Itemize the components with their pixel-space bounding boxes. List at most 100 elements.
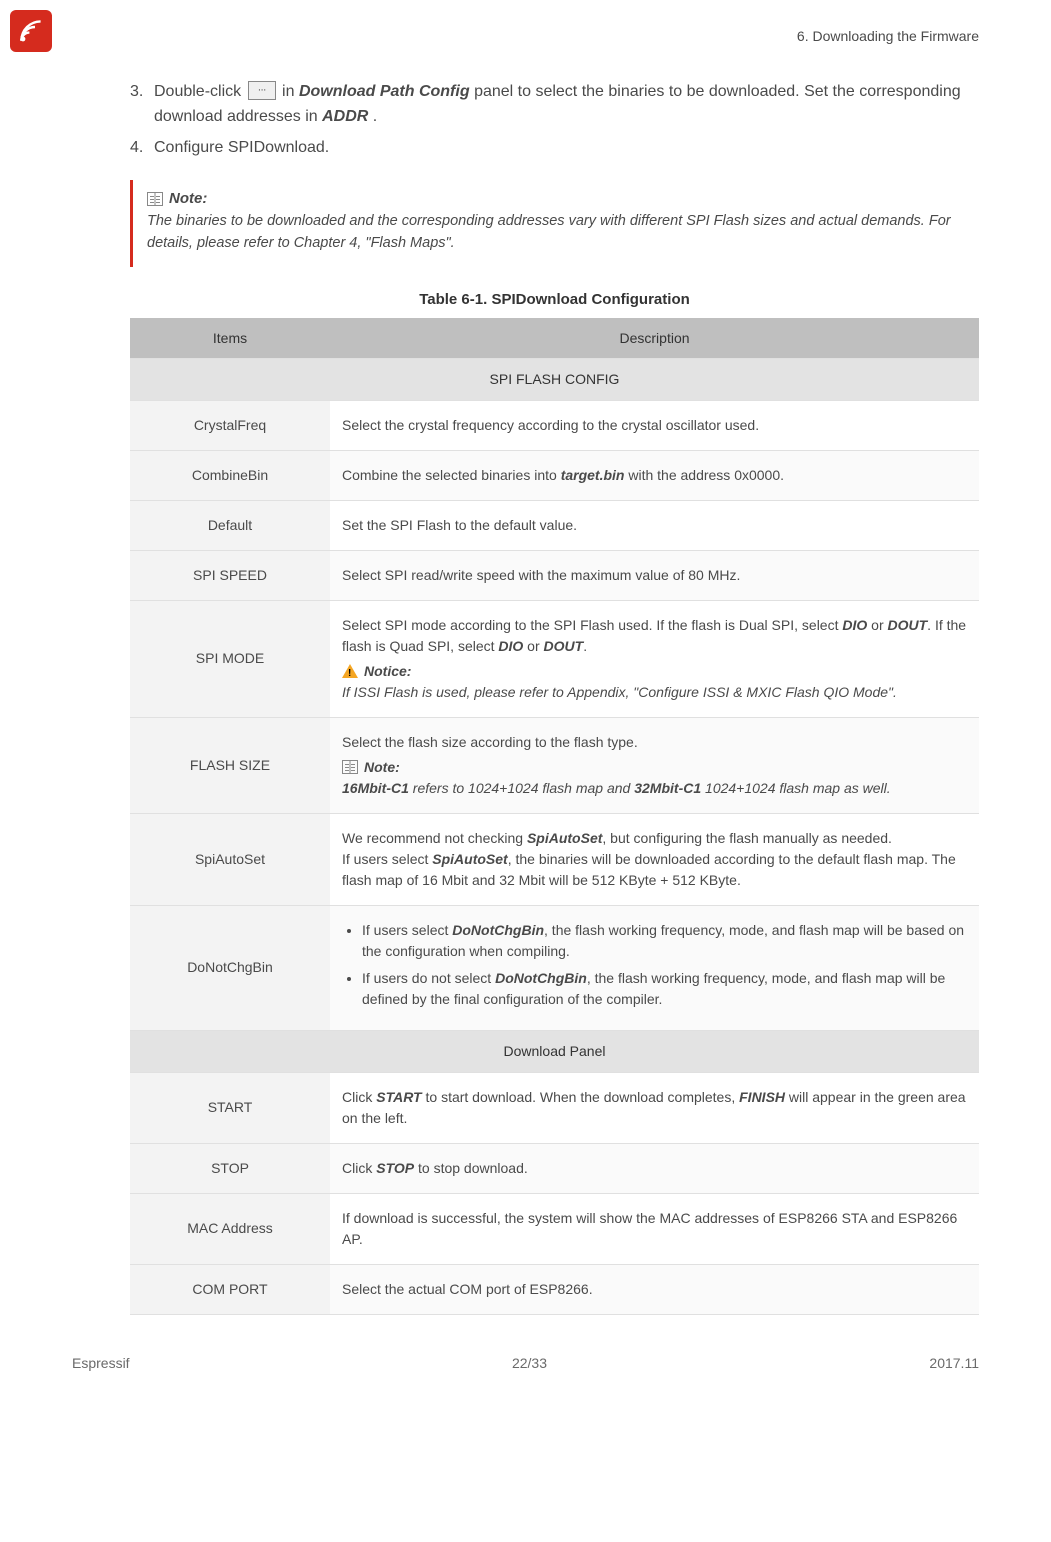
item: SPI SPEED xyxy=(130,550,330,600)
text: Select SPI mode according to the SPI Fla… xyxy=(342,617,842,633)
table-row: CombineBin Combine the selected binaries… xyxy=(130,450,979,500)
table-row: SPI MODE Select SPI mode according to th… xyxy=(130,600,979,717)
text: . xyxy=(373,108,377,125)
text: to start download. When the download com… xyxy=(422,1089,740,1105)
note-body: 16Mbit-C1 refers to 1024+1024 flash map … xyxy=(342,778,967,799)
desc: Select SPI mode according to the SPI Fla… xyxy=(330,600,979,717)
espressif-icon xyxy=(15,15,47,47)
bold: target.bin xyxy=(561,467,625,483)
bold: STOP xyxy=(376,1160,414,1176)
config-table: Items Description SPI FLASH CONFIG Cryst… xyxy=(130,318,979,1315)
bold: DOUT xyxy=(544,638,584,654)
step-num: 4. xyxy=(130,136,154,161)
browse-button-icon: ··· xyxy=(248,81,276,100)
desc: Select the crystal frequency according t… xyxy=(330,400,979,450)
desc: Combine the selected binaries into targe… xyxy=(330,450,979,500)
desc: Click START to start download. When the … xyxy=(330,1072,979,1143)
bold: 32Mbit-C1 xyxy=(634,780,701,796)
text: Combine the selected binaries into xyxy=(342,467,561,483)
footer-center: 22/33 xyxy=(512,1355,547,1371)
text: If users do not select xyxy=(362,970,495,986)
notice-label: Notice: xyxy=(342,661,967,682)
text: 1024+1024 flash map as well. xyxy=(701,780,891,796)
item: COM PORT xyxy=(130,1264,330,1314)
table-section: SPI FLASH CONFIG xyxy=(130,358,979,400)
item: MAC Address xyxy=(130,1193,330,1264)
table-row: FLASH SIZE Select the flash size accordi… xyxy=(130,717,979,813)
note-label: Note: xyxy=(147,190,979,207)
bold: DIO xyxy=(498,638,523,654)
page-footer: Espressif 22/33 2017.11 xyxy=(72,1355,979,1371)
table-caption: Table 6-1. SPIDownload Configuration xyxy=(130,291,979,308)
desc: Select the flash size according to the f… xyxy=(330,717,979,813)
step-4: 4. Configure SPIDownload. xyxy=(130,136,979,161)
list-item: If users select DoNotChgBin, the flash w… xyxy=(362,920,967,962)
text: Click xyxy=(342,1160,376,1176)
table-row: STOP Click STOP to stop download. xyxy=(130,1143,979,1193)
bold: DOUT xyxy=(888,617,928,633)
brand-logo xyxy=(10,10,52,52)
step-num: 3. xyxy=(130,80,154,130)
main-content: 3. Double-click ··· in Download Path Con… xyxy=(0,0,1051,1315)
text: Select the flash size according to the f… xyxy=(342,732,967,753)
item: SPI MODE xyxy=(130,600,330,717)
table-row: DoNotChgBin If users select DoNotChgBin,… xyxy=(130,905,979,1030)
text: If users select xyxy=(362,922,452,938)
text: or xyxy=(523,638,543,654)
desc: If download is successful, the system wi… xyxy=(330,1193,979,1264)
section-title: Download Panel xyxy=(130,1030,979,1072)
bold: DoNotChgBin xyxy=(452,922,544,938)
addr-label: ADDR xyxy=(322,108,368,125)
bold: START xyxy=(376,1089,421,1105)
panel-name: Download Path Config xyxy=(299,83,470,100)
step-body: Double-click ··· in Download Path Config… xyxy=(154,80,979,130)
note-text: The binaries to be downloaded and the co… xyxy=(147,211,979,255)
desc: We recommend not checking SpiAutoSet, bu… xyxy=(330,813,979,905)
note-label: Note: xyxy=(342,757,967,778)
text: Click xyxy=(342,1089,376,1105)
desc: Click STOP to stop download. xyxy=(330,1143,979,1193)
item: Default xyxy=(130,500,330,550)
table-row: START Click START to start download. Whe… xyxy=(130,1072,979,1143)
table-row: Default Set the SPI Flash to the default… xyxy=(130,500,979,550)
desc: Set the SPI Flash to the default value. xyxy=(330,500,979,550)
col-items: Items xyxy=(130,318,330,359)
col-desc: Description xyxy=(330,318,979,359)
bold: SpiAutoSet xyxy=(432,851,507,867)
table-row: MAC Address If download is successful, t… xyxy=(130,1193,979,1264)
section-header: 6. Downloading the Firmware xyxy=(797,28,979,44)
step-3: 3. Double-click ··· in Download Path Con… xyxy=(130,80,979,130)
table-row: SPI SPEED Select SPI read/write speed wi… xyxy=(130,550,979,600)
text: to stop download. xyxy=(414,1160,528,1176)
note-label-text: Note: xyxy=(364,757,400,778)
text: with the address 0x0000. xyxy=(624,467,784,483)
item: CombineBin xyxy=(130,450,330,500)
section-title: SPI FLASH CONFIG xyxy=(130,358,979,400)
table-row: SpiAutoSet We recommend not checking Spi… xyxy=(130,813,979,905)
notice-body: If ISSI Flash is used, please refer to A… xyxy=(342,682,967,703)
bold: DoNotChgBin xyxy=(495,970,587,986)
text: Double-click xyxy=(154,83,246,100)
text: If users select xyxy=(342,851,432,867)
notice-text: Notice: xyxy=(364,661,411,682)
item: START xyxy=(130,1072,330,1143)
book-icon xyxy=(147,192,163,206)
text: in xyxy=(282,83,299,100)
footer-right: 2017.11 xyxy=(929,1355,979,1371)
step-body: Configure SPIDownload. xyxy=(154,136,979,161)
book-icon xyxy=(342,760,358,774)
desc: If users select DoNotChgBin, the flash w… xyxy=(330,905,979,1030)
table-row: CrystalFreq Select the crystal frequency… xyxy=(130,400,979,450)
bold: DIO xyxy=(842,617,867,633)
note-label-text: Note: xyxy=(169,190,207,207)
warning-icon xyxy=(342,664,358,678)
desc: Select the actual COM port of ESP8266. xyxy=(330,1264,979,1314)
note-box: Note: The binaries to be downloaded and … xyxy=(130,180,979,267)
list-item: If users do not select DoNotChgBin, the … xyxy=(362,968,967,1010)
table-section: Download Panel xyxy=(130,1030,979,1072)
item: FLASH SIZE xyxy=(130,717,330,813)
desc: Select SPI read/write speed with the max… xyxy=(330,550,979,600)
text: or xyxy=(867,617,887,633)
item: STOP xyxy=(130,1143,330,1193)
bold: SpiAutoSet xyxy=(527,830,602,846)
